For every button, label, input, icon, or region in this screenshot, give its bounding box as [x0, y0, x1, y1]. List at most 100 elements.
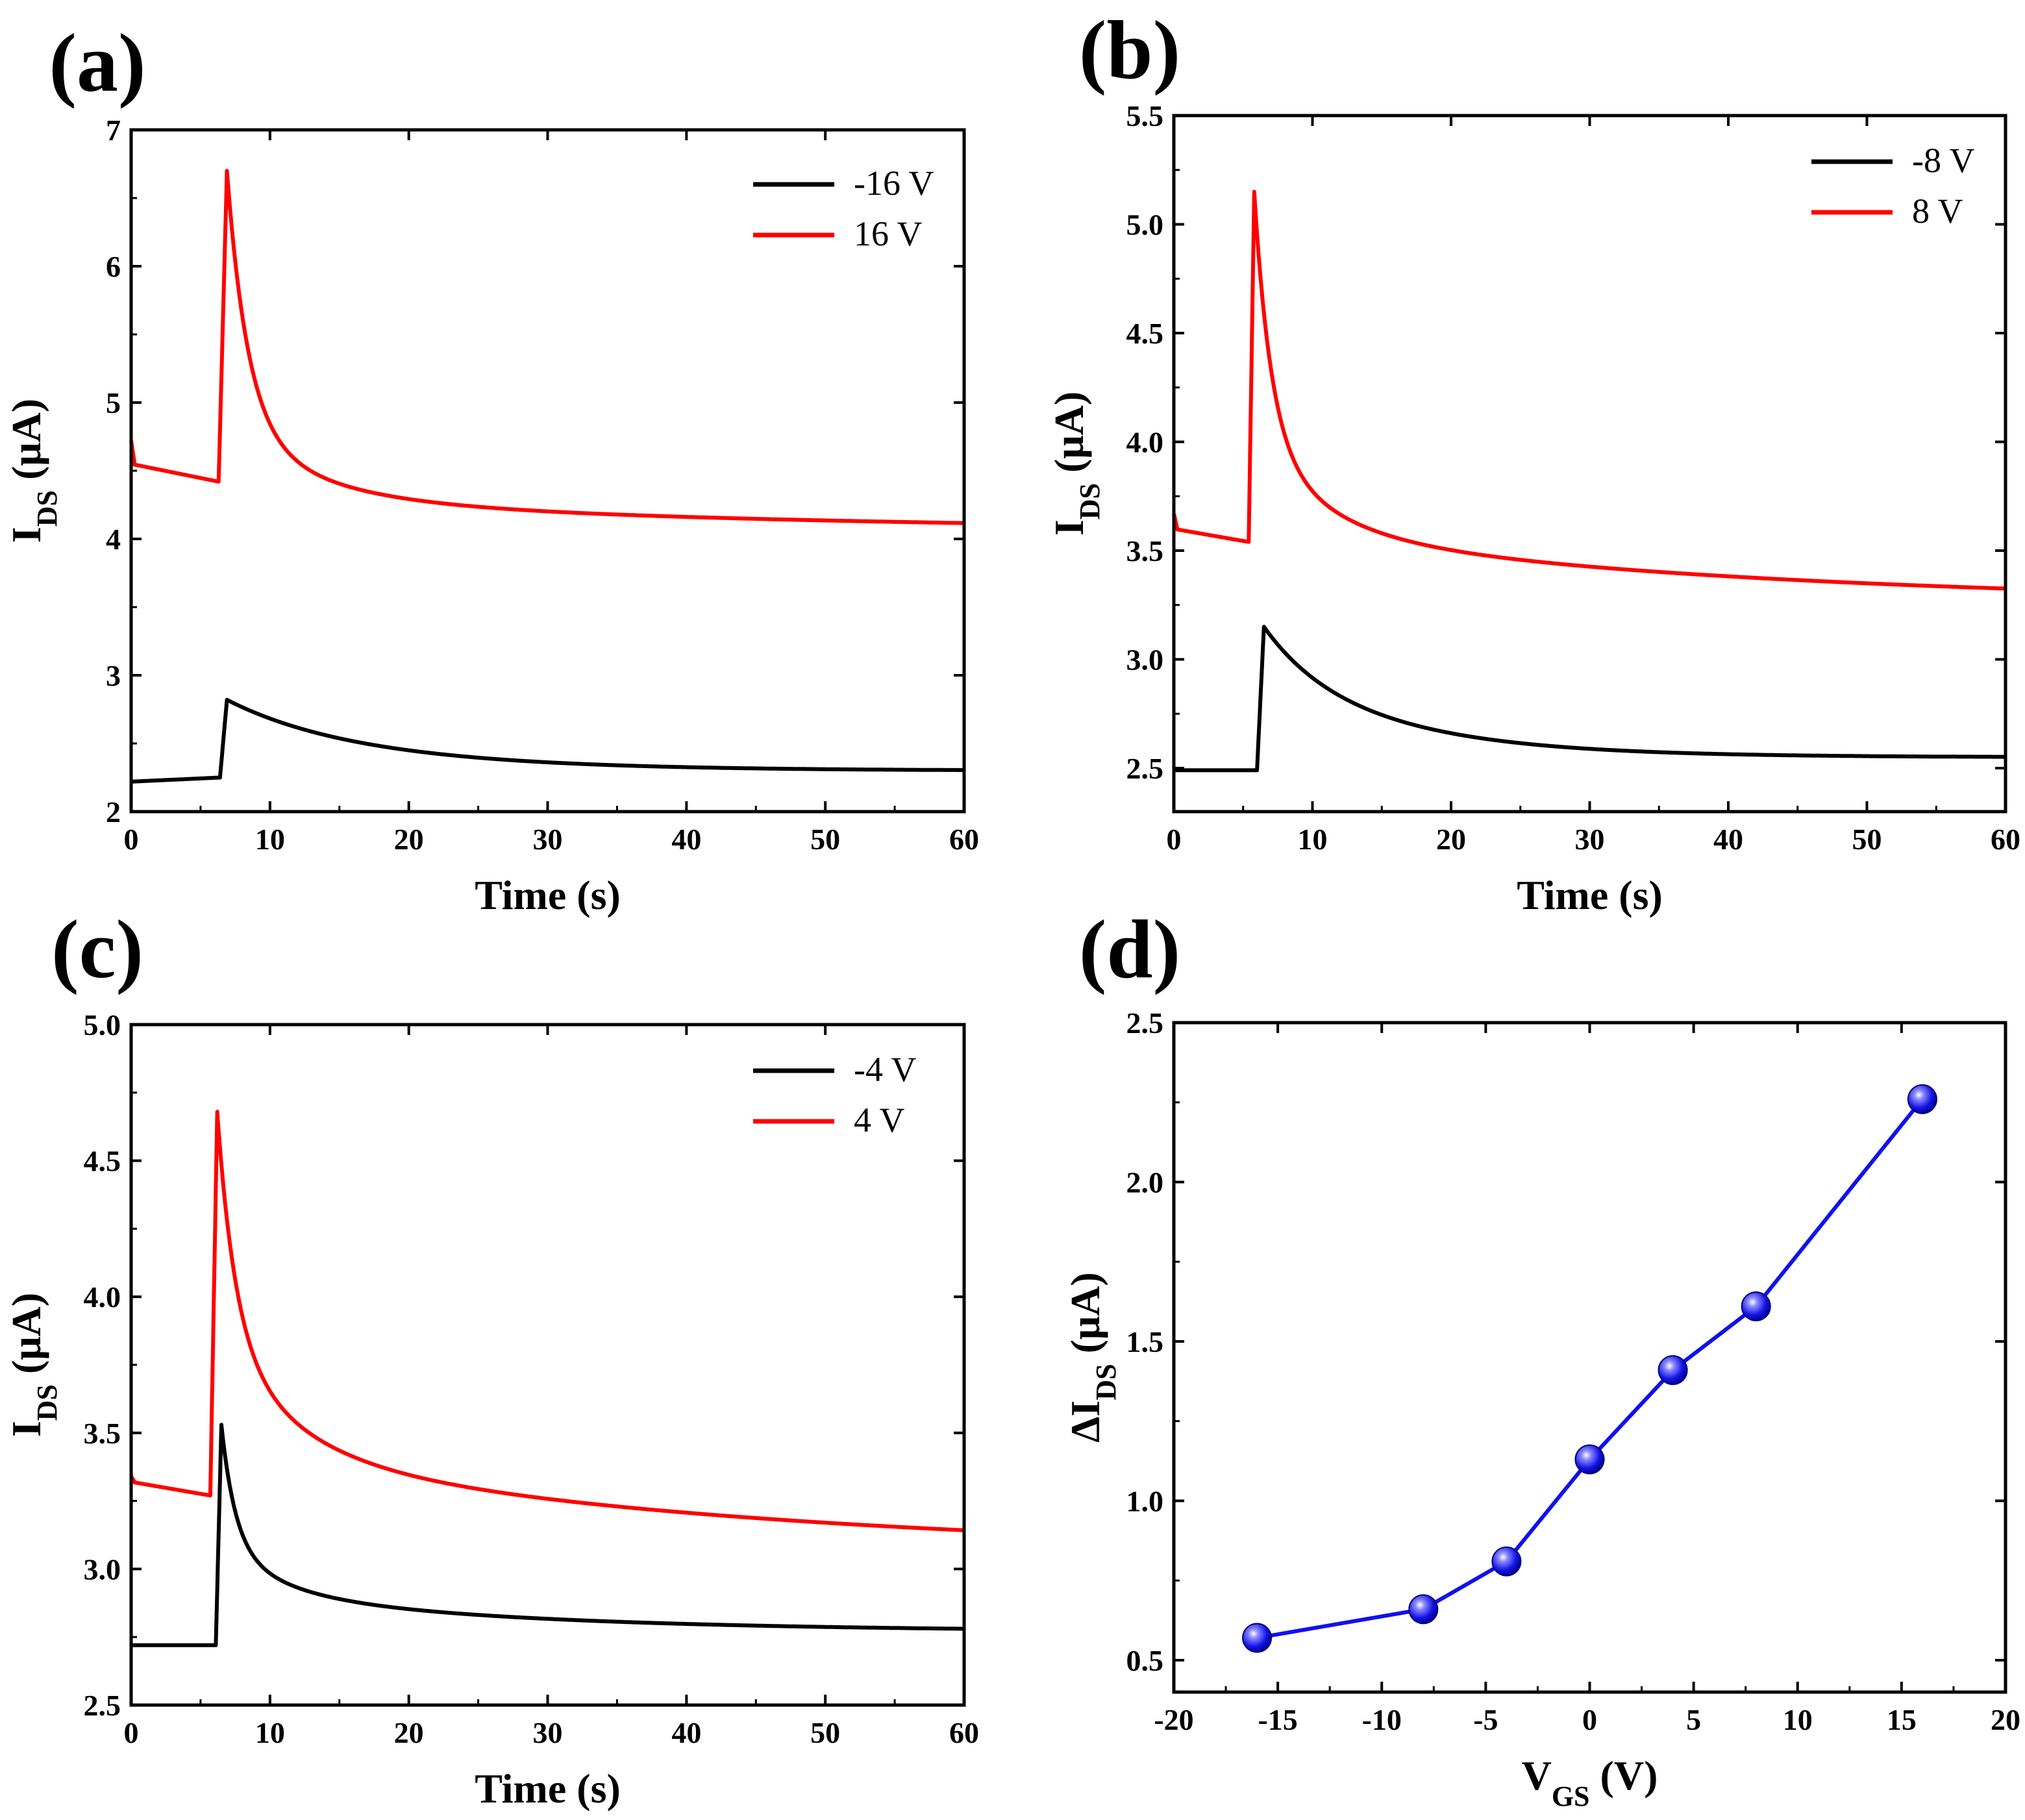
- y-tick-label: 3.5: [84, 1417, 121, 1450]
- y-tick-label: 5.0: [1126, 208, 1164, 242]
- x-tick-label: -10: [1362, 1703, 1402, 1736]
- x-tick-label: 20: [1991, 1703, 2020, 1736]
- y-tick-label: 7: [106, 114, 121, 147]
- x-tick-label: 50: [810, 1716, 840, 1749]
- y-tick-label: 4.5: [84, 1145, 121, 1178]
- panel-label: (a): [49, 17, 145, 109]
- x-tick-label: 30: [533, 823, 563, 856]
- x-tick-label: 20: [1436, 823, 1466, 856]
- legend-label: 8 V: [1912, 192, 1963, 231]
- x-tick-label: 20: [394, 1716, 424, 1749]
- y-axis-title: IDS (μA): [3, 399, 63, 543]
- y-axis-title: IDS (μA): [3, 1293, 63, 1437]
- y-axis-title: IDS (μA): [1046, 392, 1106, 536]
- plot-frame: [1172, 114, 2007, 814]
- x-tick-label: 60: [949, 823, 979, 856]
- y-axis-title-part: (μA): [3, 399, 49, 490]
- series-line-negative: [130, 697, 965, 784]
- y-tick-label: 1.0: [1126, 1484, 1164, 1517]
- x-tick-label: 10: [255, 1716, 285, 1749]
- y-tick-label: 2.0: [1126, 1166, 1164, 1199]
- plot-frame: [1172, 1021, 2007, 1694]
- x-tick-label: 50: [810, 823, 840, 856]
- x-tick-label: 10: [255, 823, 285, 856]
- y-axis-title-part: (μA): [3, 1293, 49, 1384]
- x-axis-title: Time (s): [1517, 872, 1663, 918]
- series-line-positive: [129, 1110, 965, 1532]
- y-axis-title-part: (μA): [1062, 1272, 1108, 1364]
- y-tick-label: 2: [106, 795, 121, 829]
- y-tick-label: 1.5: [1126, 1325, 1164, 1358]
- plot-frame: [129, 1023, 966, 1707]
- x-tick-label: 60: [949, 1716, 979, 1749]
- legend-label: -4 V: [854, 1050, 917, 1089]
- y-tick-label: 2.5: [1126, 1006, 1164, 1040]
- y-tick-label: 3.0: [1126, 643, 1164, 677]
- panel-c: (c) 0 10 20 30 40 50 60 2.5 3.0 3.5 4.0 4.5 5.0 Time (…: [3, 903, 979, 1812]
- y-axis-title-part: DS: [1090, 1364, 1122, 1400]
- x-tick-label: -15: [1258, 1703, 1297, 1736]
- legend-label: 4 V: [854, 1101, 905, 1140]
- x-tick-label: 40: [1713, 823, 1743, 856]
- x-tick-label: 60: [1991, 823, 2020, 856]
- series-line: [1256, 1097, 1924, 1640]
- y-tick-label: 5.0: [84, 1008, 121, 1041]
- x-axis-title-part: V: [1522, 1752, 1552, 1799]
- x-tick-label: 40: [671, 823, 701, 856]
- series-line-negative: [1173, 625, 2007, 773]
- panel-a: (a) 0 10 20 30 40 50 60 2 3 4 5 6 7 Time (s) IDS (μA) -1…: [3, 17, 979, 918]
- y-tick-label: 5.5: [1126, 99, 1164, 132]
- y-tick-label: 4: [106, 523, 121, 556]
- y-tick-label: 5: [106, 386, 121, 419]
- x-tick-label: 0: [124, 1716, 139, 1749]
- x-tick-label: 40: [671, 1716, 701, 1749]
- y-axis-title: ΔIDS (μA): [1062, 1272, 1122, 1442]
- x-tick-label: 50: [1852, 823, 1882, 856]
- x-axis-title: VGS (V): [1522, 1752, 1658, 1812]
- y-axis-title-part: DS: [31, 1384, 63, 1421]
- y-axis-title-part: I: [3, 1421, 49, 1437]
- x-axis-title-part: GS: [1552, 1780, 1590, 1812]
- y-axis-title-part: I: [1046, 519, 1092, 536]
- y-tick-label: 4.0: [84, 1280, 121, 1314]
- x-tick-label: 0: [1582, 1703, 1597, 1736]
- plot-frame: [129, 128, 966, 814]
- x-tick-label: -5: [1473, 1703, 1498, 1736]
- y-tick-label: 6: [106, 250, 121, 283]
- x-tick-label: 0: [1167, 823, 1182, 856]
- data-point: [1907, 1084, 1937, 1114]
- y-tick-label: 4.0: [1126, 426, 1164, 459]
- y-axis-title-part: DS: [1074, 483, 1106, 519]
- y-tick-label: 3.5: [1126, 534, 1164, 567]
- x-tick-label: 30: [533, 1716, 563, 1749]
- series-line-negative: [130, 1423, 965, 1647]
- data-point: [1574, 1444, 1605, 1475]
- panel-label: (d): [1079, 903, 1180, 995]
- y-tick-label: 0.5: [1126, 1644, 1164, 1677]
- y-axis-title-part: DS: [31, 490, 63, 527]
- data-point: [1491, 1546, 1522, 1577]
- panel-label: (b): [1079, 4, 1180, 96]
- y-axis-title-part: I: [3, 527, 49, 543]
- x-tick-label: 15: [1887, 1703, 1917, 1736]
- x-axis-title-part: (V): [1590, 1752, 1658, 1799]
- x-tick-label: 30: [1575, 823, 1605, 856]
- data-point: [1242, 1623, 1273, 1653]
- y-tick-label: 4.5: [1126, 317, 1164, 350]
- x-tick-label: 0: [124, 823, 139, 856]
- x-tick-label: -20: [1154, 1703, 1193, 1736]
- x-axis-title: Time (s): [475, 872, 621, 918]
- data-point: [1658, 1355, 1688, 1386]
- legend-label: -8 V: [1912, 141, 1975, 180]
- y-tick-label: 3.0: [84, 1552, 121, 1586]
- legend-label: 16 V: [854, 214, 923, 253]
- y-tick-label: 2.5: [1126, 752, 1164, 785]
- data-point: [1408, 1594, 1439, 1625]
- y-tick-label: 3: [106, 659, 121, 692]
- series-line-positive: [129, 169, 965, 525]
- x-tick-label: 10: [1298, 823, 1328, 856]
- data-point: [1741, 1291, 1771, 1321]
- x-tick-label: 20: [394, 823, 424, 856]
- panel-b: (b) 0 10 20 30 40 50 60 2.5 3.0 3.5 4.0 4.5 5.0 5.5 Tim…: [1046, 4, 2020, 918]
